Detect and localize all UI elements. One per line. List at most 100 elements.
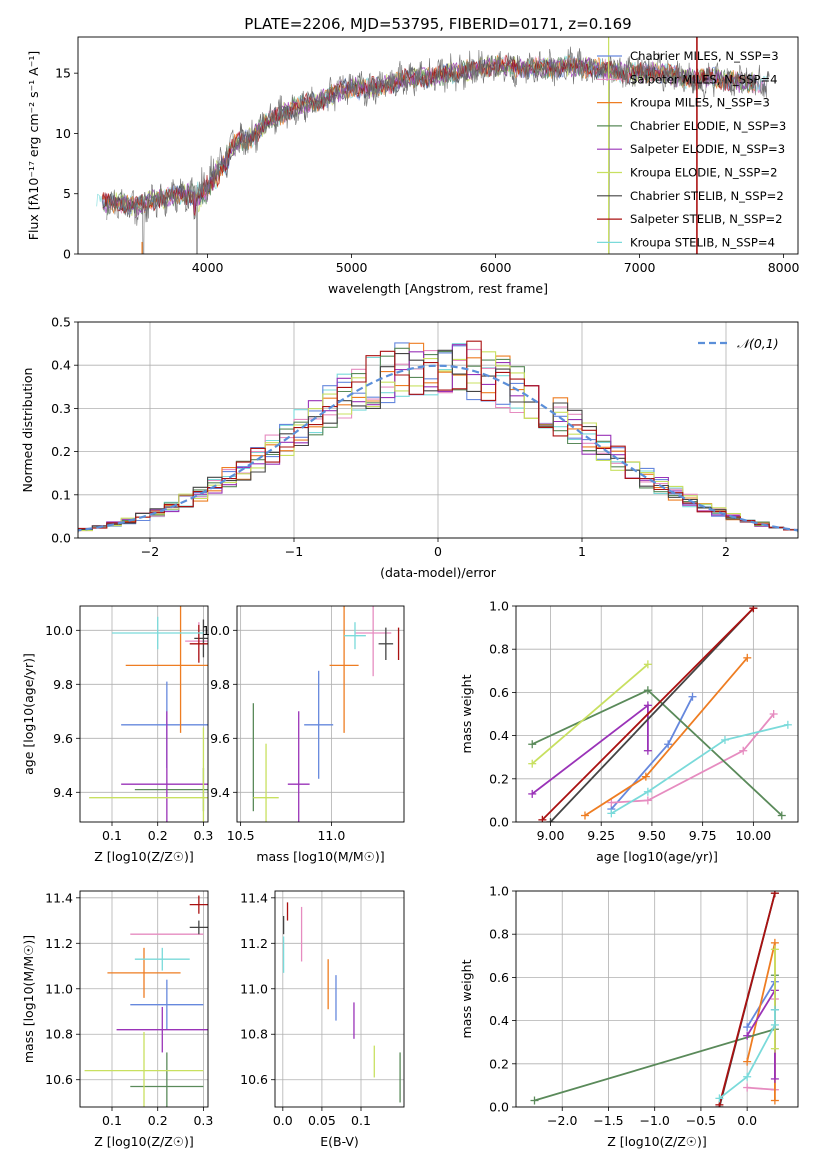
y-tick-label: 0.0 bbox=[489, 1100, 509, 1115]
y-tick-label: 0.6 bbox=[489, 970, 509, 985]
y-tick-label: 10.0 bbox=[202, 623, 230, 638]
y-tick-label: 0.8 bbox=[489, 642, 509, 657]
x-tick-label: 0.2 bbox=[148, 828, 168, 843]
x-tick-label: −1.5 bbox=[593, 1113, 623, 1128]
x-tick-label: 0.1 bbox=[351, 1113, 371, 1128]
x-tick-label: 9.00 bbox=[537, 828, 565, 843]
y-tick-label: 11.4 bbox=[240, 890, 268, 905]
x-axis-label: Z [log10(Z/Z☉)] bbox=[607, 1134, 707, 1149]
y-tick-label: 0.2 bbox=[489, 771, 509, 786]
y-tick-label: 0.3 bbox=[51, 401, 71, 416]
age_vs_mass-errorbars bbox=[252, 606, 400, 822]
x-tick-label: −1 bbox=[285, 544, 303, 559]
x-tick-label: 0.0 bbox=[273, 1113, 293, 1128]
y-tick-label: 0.1 bbox=[51, 487, 71, 502]
x-tick-label: −1.0 bbox=[640, 1113, 670, 1128]
y-tick-label: 11.2 bbox=[45, 936, 73, 951]
y-tick-label: 10.0 bbox=[45, 623, 73, 638]
y-tick-label: 1.0 bbox=[489, 599, 509, 614]
y-tick-label: 0.5 bbox=[51, 315, 71, 330]
histogram-step bbox=[78, 340, 798, 533]
y-tick-label: 11.2 bbox=[240, 936, 268, 951]
y-tick-label: 11.0 bbox=[45, 981, 73, 996]
weight-line bbox=[718, 1009, 776, 1100]
y-tick-label: 0 bbox=[63, 247, 71, 262]
y-tick-label: 0.2 bbox=[489, 1056, 509, 1071]
weight-line bbox=[549, 607, 755, 822]
y-tick-label: 10.6 bbox=[45, 1072, 73, 1087]
legend-entry: Chabrier MILES, N_SSP=3 bbox=[630, 49, 779, 63]
y-tick-label: 9.8 bbox=[53, 677, 73, 692]
residual-histograms bbox=[78, 340, 798, 533]
y-tick-label: 0.2 bbox=[51, 444, 71, 459]
y-axis-label: age [log10(age/yr)] bbox=[21, 653, 36, 775]
y-tick-label: 10 bbox=[55, 126, 71, 141]
x-tick-label: 5000 bbox=[336, 260, 368, 275]
x-axis-label: Z [log10(Z/Z☉)] bbox=[94, 1134, 194, 1149]
y-tick-label: 9.4 bbox=[53, 785, 73, 800]
y-tick-label: 10.8 bbox=[240, 1027, 268, 1042]
weight-line bbox=[718, 892, 776, 1106]
x-tick-label: 0 bbox=[434, 544, 442, 559]
age_vs_Z-errorbars bbox=[89, 606, 208, 822]
y-tick-label: 0.0 bbox=[51, 531, 71, 546]
y-tick-label: 0.4 bbox=[51, 358, 71, 373]
x-axis-label: E(B-V) bbox=[320, 1134, 359, 1149]
x-tick-label: 9.25 bbox=[587, 828, 615, 843]
age_vs_mass-axes: 10.5 11.0 9.4 9.6 9.8 10.0 mass [log10(M/M☉)] bbox=[202, 606, 404, 864]
x-axis-label: wavelength [Angstrom, rest frame] bbox=[328, 281, 548, 296]
y-tick-label: 9.4 bbox=[210, 785, 230, 800]
x-axis-label: Z [log10(Z/Z☉)] bbox=[94, 849, 194, 864]
y-tick-label: 5 bbox=[63, 186, 71, 201]
y-tick-label: 11.4 bbox=[45, 890, 73, 905]
x-axis-label: mass [log10(M/M☉)] bbox=[256, 849, 384, 864]
x-tick-label: 0.1 bbox=[102, 828, 122, 843]
spectrum-legend: Chabrier MILES, N_SSP=3 Salpeter MILES, N… bbox=[597, 49, 786, 249]
y-tick-label: 15 bbox=[55, 66, 71, 81]
weight_vs_Z-axes: −2.0 −1.5 −1.0 −0.5 0.0 0.0 0.2 0.4 0.6 0.8 1.0 Z [… bbox=[459, 884, 798, 1149]
axes-frame bbox=[77, 36, 799, 255]
x-tick-label: −2 bbox=[141, 544, 159, 559]
axes-frame bbox=[77, 321, 799, 539]
y-axis-label: mass weight bbox=[459, 959, 474, 1038]
axes-frame bbox=[274, 890, 405, 1108]
legend-entry: Chabrier ELODIE, N_SSP=3 bbox=[630, 119, 786, 133]
x-axis-label: age [log10(age/yr)] bbox=[596, 849, 718, 864]
x-tick-label: 9.75 bbox=[689, 828, 717, 843]
y-tick-label: 10.6 bbox=[240, 1072, 268, 1087]
y-axis-label: mass weight bbox=[459, 674, 474, 753]
y-tick-label: 9.6 bbox=[53, 731, 73, 746]
x-tick-label: 1 bbox=[578, 544, 586, 559]
weight-line bbox=[541, 607, 755, 821]
x-tick-label: 0.3 bbox=[193, 828, 213, 843]
x-tick-label: 4000 bbox=[192, 260, 224, 275]
x-tick-label: 10.00 bbox=[735, 828, 771, 843]
mass_vs_Z-axes: 0.1 0.2 0.3 10.6 10.8 11.0 11.2 11.4 Z [log10(Z/… bbox=[21, 890, 213, 1149]
residual-legend: 𝒩(0,1) bbox=[698, 336, 779, 351]
x-tick-label: 11.0 bbox=[317, 828, 345, 843]
y-tick-label: 1.0 bbox=[489, 884, 509, 899]
y-tick-label: 10.8 bbox=[45, 1027, 73, 1042]
axes-frame bbox=[79, 890, 209, 1108]
y-tick-label: 11.0 bbox=[240, 981, 268, 996]
weight_vs_age-axes: 9.00 9.25 9.50 9.75 10.00 0.0 0.2 0.4 0.6 0.8 1.0 a… bbox=[459, 599, 798, 864]
figure-title: PLATE=2206, MJD=53795, FIBERID=0171, z=0… bbox=[244, 15, 631, 33]
y-tick-label: 0.0 bbox=[489, 815, 509, 830]
legend-entry: 𝒩(0,1) bbox=[737, 336, 779, 351]
x-tick-label: 0.2 bbox=[148, 1113, 168, 1128]
y-tick-label: 0.8 bbox=[489, 927, 509, 942]
spectrum-lines bbox=[96, 37, 770, 254]
y-axis-label: Normed distribution bbox=[20, 368, 35, 493]
y-tick-label: 0.4 bbox=[489, 728, 509, 743]
x-tick-label: −2.0 bbox=[547, 1113, 577, 1128]
legend-entry: Kroupa MILES, N_SSP=3 bbox=[630, 96, 770, 110]
y-tick-label: 0.6 bbox=[489, 685, 509, 700]
legend-entry: Kroupa STELIB, N_SSP=4 bbox=[630, 235, 775, 249]
axes-frame bbox=[79, 605, 209, 823]
x-tick-label: 0.1 bbox=[102, 1113, 122, 1128]
mass_vs_ebv-errorbars bbox=[282, 902, 401, 1103]
x-tick-label: 10.5 bbox=[227, 828, 255, 843]
y-axis-label: Flux [fλ10⁻¹⁷ erg cm⁻² s⁻¹ A⁻¹] bbox=[26, 51, 41, 240]
